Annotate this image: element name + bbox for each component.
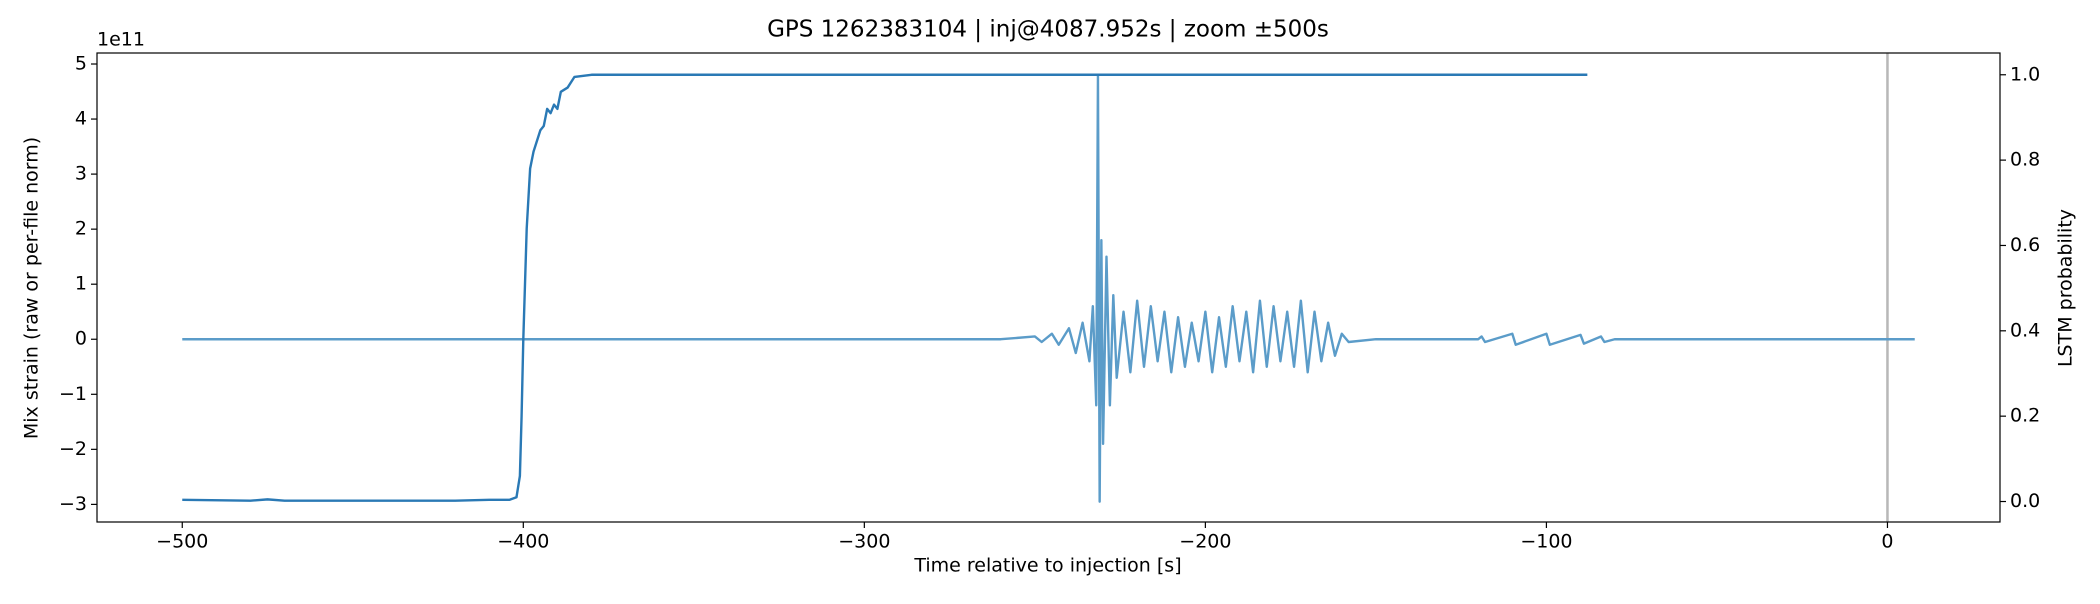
- chart-title: GPS 1262383104 | inj@4087.952s | zoom ±5…: [767, 17, 1329, 43]
- x-tick-label: −200: [1179, 531, 1231, 553]
- series-line: [182, 73, 1915, 503]
- plot-frame: [96, 52, 2001, 523]
- y-tick-label: 2: [75, 218, 87, 240]
- y-tick-label: 1: [75, 273, 87, 295]
- x-axis-label: Time relative to injection [s]: [913, 555, 1181, 577]
- y2-tick-label: 0.2: [2010, 405, 2040, 427]
- y2-tick-label: 0.0: [2010, 490, 2040, 512]
- y-tick-label: −3: [59, 493, 87, 515]
- y-tick-label: 5: [75, 53, 87, 75]
- y-offset-label: 1e11: [97, 29, 145, 51]
- x-tick-label: −400: [497, 531, 549, 553]
- y-tick-label: 0: [75, 328, 87, 350]
- y2-axis-label: LSTM probability: [2055, 209, 2077, 367]
- y2-tick-label: 1.0: [2010, 63, 2040, 85]
- y2-tick-label: 0.4: [2010, 319, 2040, 341]
- x-tick-label: −100: [1520, 531, 1572, 553]
- x-tick-label: −300: [838, 531, 890, 553]
- y-tick-label: −1: [59, 383, 87, 405]
- y-axis-label: Mix strain (raw or per-file norm): [21, 137, 43, 439]
- y-tick-label: 4: [75, 108, 87, 130]
- x-tick-label: −500: [156, 531, 208, 553]
- x-tick-label: 0: [1881, 531, 1893, 553]
- y2-tick-label: 0.6: [2010, 234, 2040, 256]
- series-line: [182, 73, 1588, 502]
- y2-tick-label: 0.8: [2010, 149, 2040, 171]
- y-tick-label: 3: [75, 163, 87, 185]
- y-tick-label: −2: [59, 438, 87, 460]
